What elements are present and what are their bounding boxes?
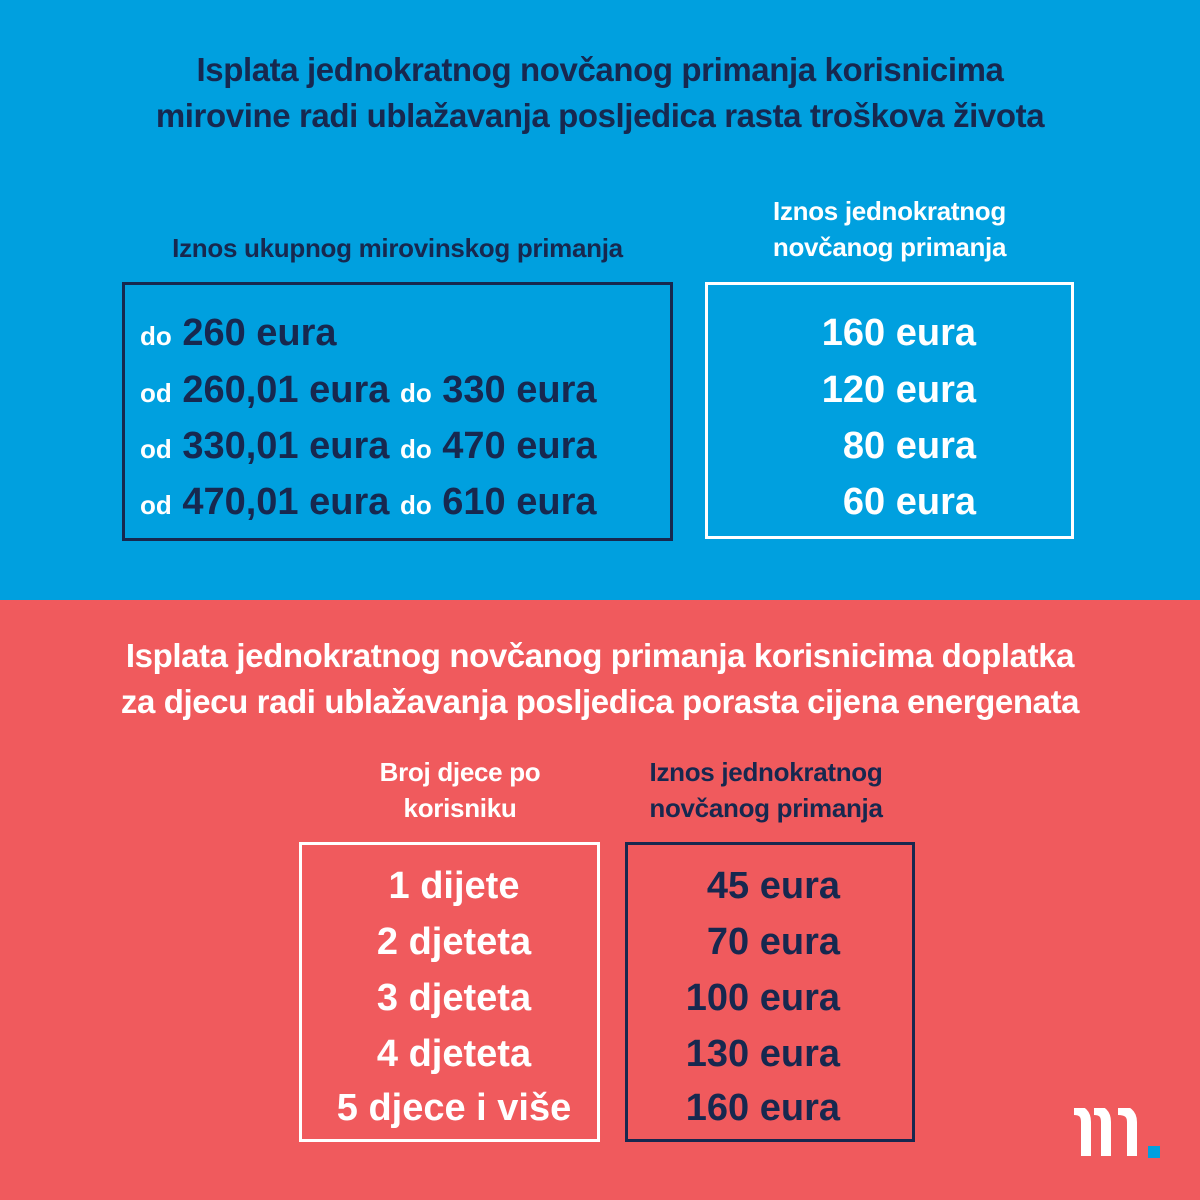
pension-range-box xyxy=(122,282,673,541)
children-left-header: Broj djece po korisniku xyxy=(310,754,610,826)
range-to: 610 eura xyxy=(442,481,597,523)
pension-payment-value: 60 eura xyxy=(842,481,976,523)
range-from: 260,01 eura xyxy=(182,369,390,411)
pension-left-header: Iznos ukupnog mirovinskog primanja xyxy=(172,233,623,263)
children-payment-value: 70 eura xyxy=(706,921,840,963)
header-line: Iznos jednokratnog xyxy=(773,196,1006,226)
pension-payment-value: 80 eura xyxy=(842,425,976,467)
header-line: novčanog primanja xyxy=(772,232,1007,262)
pension-payment-value: 160 eura xyxy=(821,312,976,354)
children-count-value: 3 djeteta xyxy=(376,977,532,1019)
children-count-value: 5 djece i više xyxy=(336,1087,572,1129)
children-right-header: Iznos jednokratnog novčanog primanja xyxy=(600,754,932,826)
children-payment-value: 45 eura xyxy=(706,865,840,907)
range-from: 470,01 eura xyxy=(182,481,390,523)
range-word: od xyxy=(140,434,172,464)
pension-range-row: od 470,01 eura do 610 eura xyxy=(140,474,597,533)
children-payment-value: 160 eura xyxy=(685,1087,840,1129)
pension-range-row: do 260 eura xyxy=(140,305,337,364)
children-section: Isplata jednokratnog novčanog primanja k… xyxy=(0,600,1200,1200)
children-count-value: 1 dijete xyxy=(388,865,520,907)
children-title: Isplata jednokratnog novčanog primanja k… xyxy=(0,633,1200,725)
pension-section: Isplata jednokratnog novčanog primanja k… xyxy=(0,0,1200,600)
header-line: Broj djece po xyxy=(379,757,541,787)
children-count-box xyxy=(299,842,600,1142)
range-word: do xyxy=(399,434,432,464)
title-line: mirovine radi ublažavanja posljedica ras… xyxy=(155,97,1045,134)
header-line: korisniku xyxy=(403,793,517,823)
pension-payment-box xyxy=(705,282,1074,539)
children-count-value: 2 djeteta xyxy=(376,921,532,963)
range-word: do xyxy=(140,321,172,351)
children-payment-value: 130 eura xyxy=(685,1033,840,1075)
range-word: do xyxy=(399,378,432,408)
range-to: 330 eura xyxy=(442,369,597,411)
header-line: Iznos jednokratnog xyxy=(649,757,883,787)
range-to: 470 eura xyxy=(442,425,597,467)
children-payment-box xyxy=(625,842,915,1142)
title-line: Isplata jednokratnog novčanog primanja k… xyxy=(125,637,1075,674)
children-payment-value: 100 eura xyxy=(685,977,840,1019)
pension-range-row: od 330,01 eura do 470 eura xyxy=(140,418,597,477)
pension-title: Isplata jednokratnog novčanog primanja k… xyxy=(0,47,1200,139)
m-dot-logo-icon xyxy=(1072,1105,1162,1158)
pension-range-row: od 260,01 eura do 330 eura xyxy=(140,362,597,421)
range-word: do xyxy=(399,490,432,520)
title-line: Isplata jednokratnog novčanog primanja k… xyxy=(196,51,1004,88)
range-from: 260 eura xyxy=(182,312,337,354)
pension-payment-value: 120 eura xyxy=(821,369,976,411)
range-word: od xyxy=(140,490,172,520)
header-line: novčanog primanja xyxy=(649,793,883,823)
title-line: za djecu radi ublažavanja posljedica por… xyxy=(120,683,1080,720)
pension-right-header: Iznos jednokratnog novčanog primanja xyxy=(706,193,1073,265)
range-from: 330,01 eura xyxy=(182,425,390,467)
range-word: od xyxy=(140,378,172,408)
children-count-value: 4 djeteta xyxy=(376,1033,532,1075)
